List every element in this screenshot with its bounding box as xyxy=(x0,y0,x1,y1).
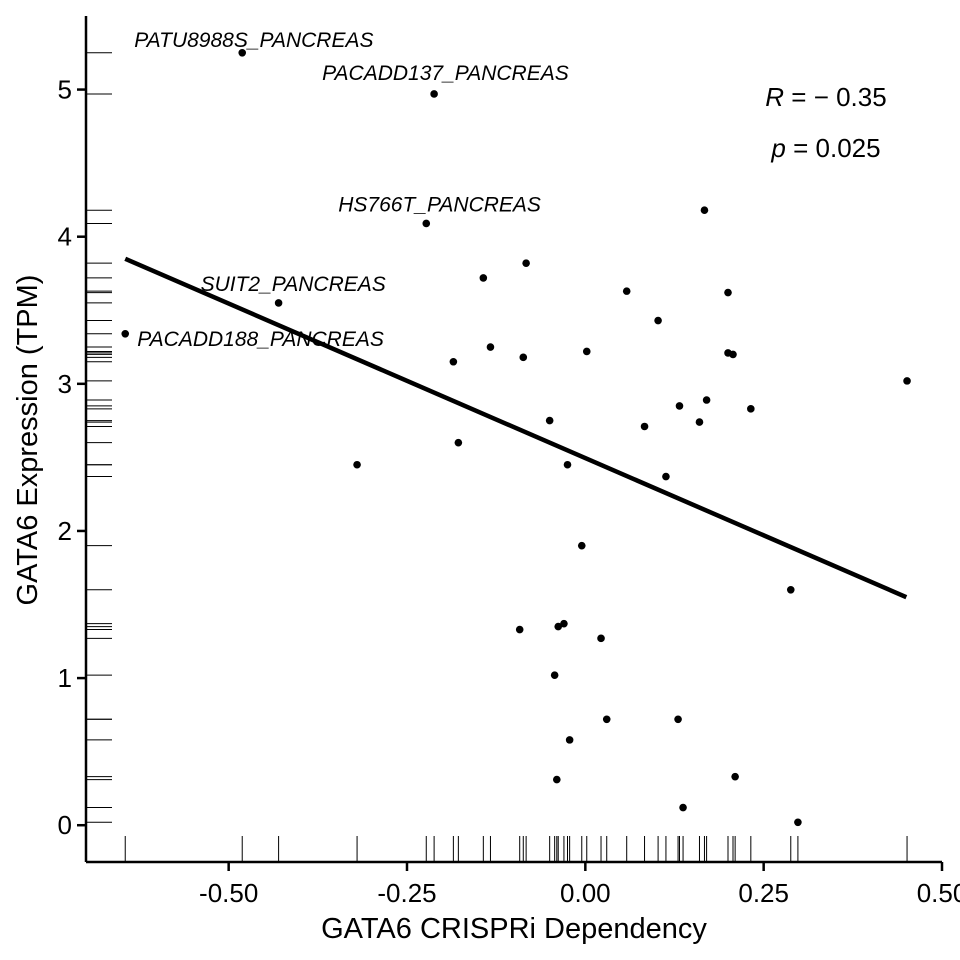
data-point xyxy=(700,206,709,215)
x-tick-label: 0.00 xyxy=(560,878,611,908)
data-point xyxy=(545,416,554,425)
data-point xyxy=(679,803,687,812)
point-label: PATU8988S_PANCREAS xyxy=(134,29,373,52)
correlation-r: R = − 0.35 xyxy=(765,82,886,112)
data-point xyxy=(553,775,561,784)
data-point xyxy=(274,299,283,307)
p-value: = 0.025 xyxy=(786,133,881,163)
x-tick-label: -0.25 xyxy=(377,878,436,908)
y-tick-label: 5 xyxy=(58,75,72,105)
point-label: HS766T_PANCREAS xyxy=(338,193,541,216)
data-point xyxy=(353,460,361,469)
data-point xyxy=(486,343,495,351)
data-point xyxy=(515,625,524,634)
data-point xyxy=(550,671,559,679)
point-label: SUIT2_PANCREAS xyxy=(201,273,386,296)
x-tick-label: 0.25 xyxy=(738,878,789,908)
point-label: PACADD188_PANCREAS xyxy=(137,328,384,351)
data-point xyxy=(577,541,586,550)
p-label: p xyxy=(770,133,785,163)
data-point xyxy=(747,405,755,413)
data-point xyxy=(695,418,704,426)
data-point xyxy=(640,422,649,431)
data-point xyxy=(702,396,711,404)
data-point xyxy=(729,350,737,359)
y-tick-label: 1 xyxy=(58,663,72,693)
data-point xyxy=(422,219,431,228)
data-point xyxy=(622,287,631,295)
y-tick-label: 2 xyxy=(58,516,72,546)
rug-layer xyxy=(86,52,908,862)
data-point xyxy=(560,619,568,628)
data-point xyxy=(519,353,528,362)
data-point xyxy=(597,634,605,643)
data-point xyxy=(563,460,572,469)
data-point xyxy=(582,347,591,356)
data-point xyxy=(786,586,795,594)
data-point xyxy=(449,357,458,366)
y-tick-label: 3 xyxy=(58,369,72,399)
data-point xyxy=(731,772,739,781)
data-point xyxy=(662,472,670,481)
r-label: R xyxy=(765,82,784,112)
data-point xyxy=(903,377,911,385)
data-point xyxy=(522,259,530,267)
x-tick-label: -0.50 xyxy=(199,878,258,908)
x-tick-label: 0.50 xyxy=(917,878,960,908)
y-axis-title: GATA6 Expression (TPM) xyxy=(12,275,44,606)
data-point xyxy=(674,715,682,724)
correlation-p: p = 0.025 xyxy=(770,133,880,163)
r-value: = − 0.35 xyxy=(784,82,887,112)
point-label: PACADD137_PANCREAS xyxy=(322,62,569,85)
regression-line xyxy=(124,256,908,600)
y-tick-label: 4 xyxy=(58,222,72,252)
data-point xyxy=(794,818,802,827)
data-point xyxy=(238,48,247,57)
data-point xyxy=(121,330,130,338)
data-point xyxy=(675,402,684,410)
data-point xyxy=(454,438,463,447)
ticks-layer: -0.50 -0.25 0.00 0.25 0.50 0 1 2 3 4 5 xyxy=(58,75,960,908)
points-layer xyxy=(121,48,911,827)
data-point xyxy=(602,715,611,724)
regression-layer xyxy=(124,256,908,600)
data-point xyxy=(479,274,488,282)
data-point xyxy=(430,90,438,98)
point-labels-layer: PATU8988S_PANCREAS PACADD137_PANCREAS HS76… xyxy=(134,29,569,351)
y-tick-label: 0 xyxy=(58,810,72,840)
x-axis-title: GATA6 CRISPRi Dependency xyxy=(321,913,707,945)
data-point xyxy=(724,288,732,297)
data-point xyxy=(654,316,662,325)
data-point xyxy=(554,622,563,631)
data-point xyxy=(565,736,574,744)
